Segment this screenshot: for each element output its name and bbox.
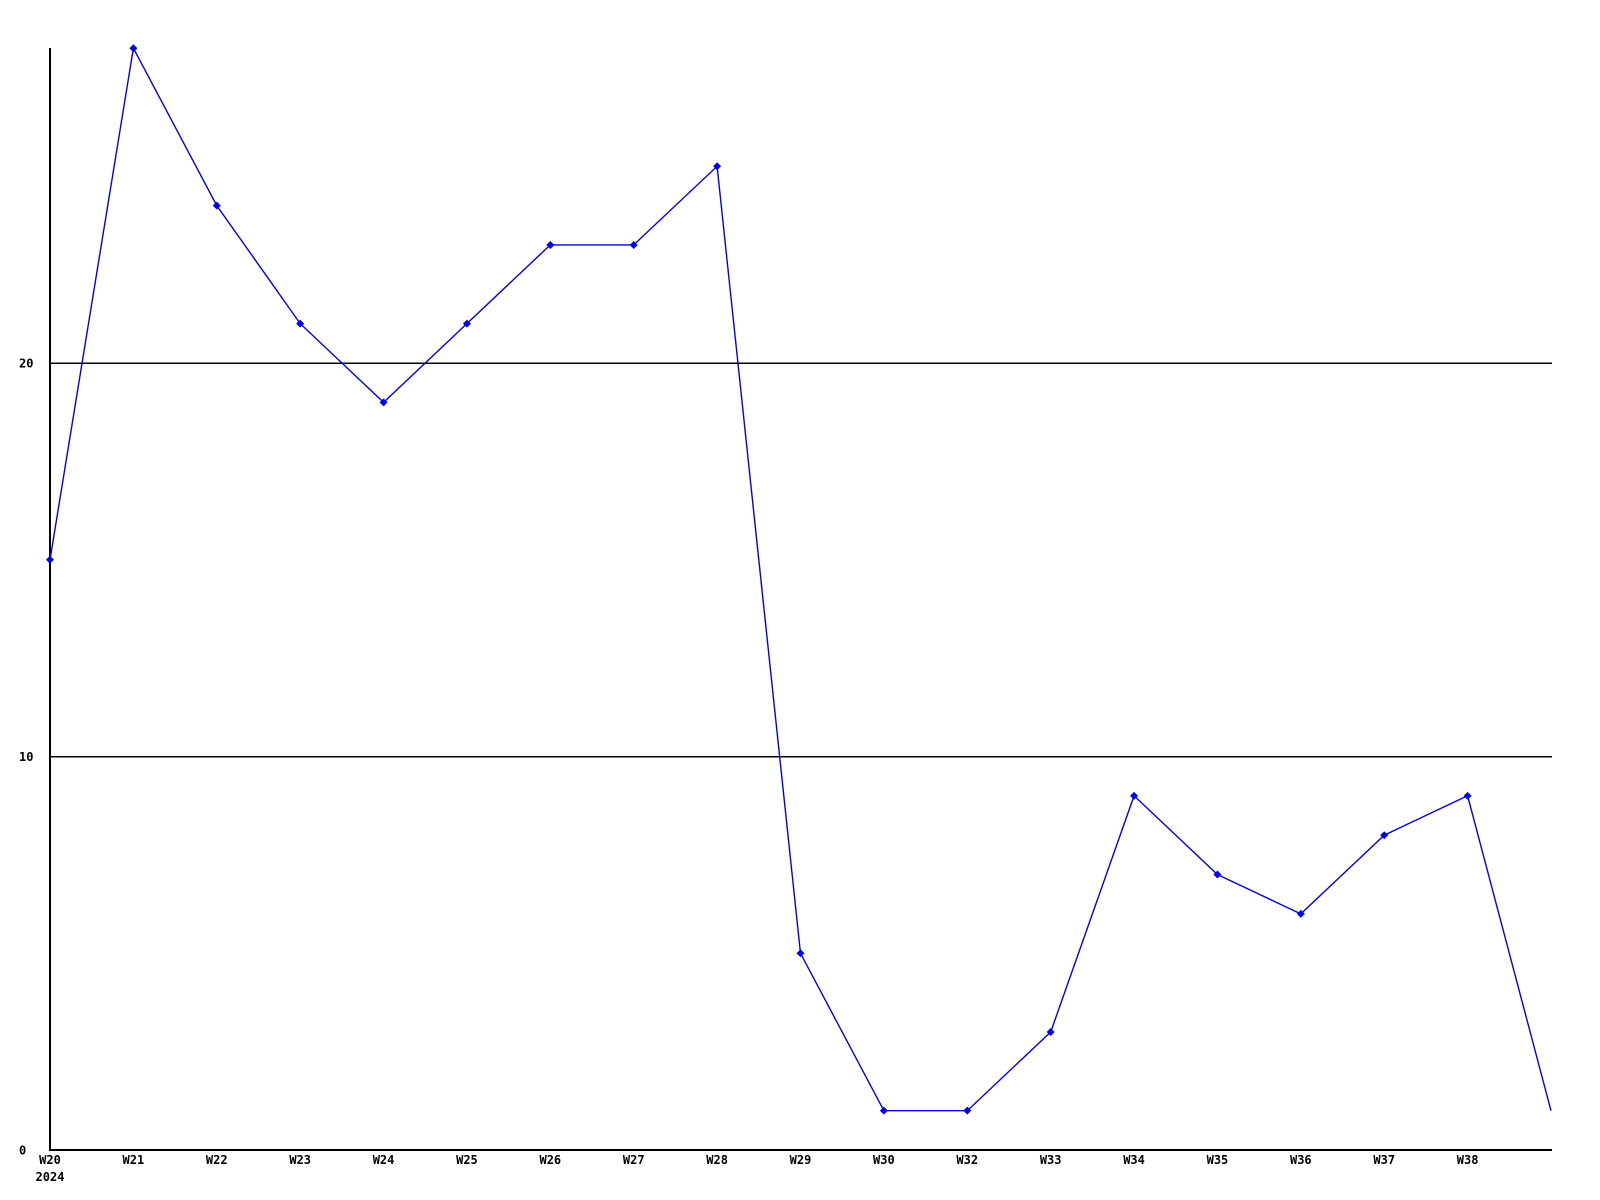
data-point-marker-W29 [796,949,805,958]
y-tick-label-20: 20 [19,357,33,371]
x-tick-label-W21: W21 [123,1153,145,1167]
x-tick-label-W27: W27 [623,1153,645,1167]
data-point-marker-W33 [1046,1027,1055,1036]
x-tick-label-W20: W20 [39,1153,61,1167]
x-tick-label-W25: W25 [456,1153,478,1167]
data-point-marker-W36 [1296,909,1305,918]
data-point-marker-W25 [462,319,471,328]
x-tick-label-W35: W35 [1207,1153,1229,1167]
x-tick-label-W24: W24 [373,1153,395,1167]
x-tick-label-W37: W37 [1373,1153,1395,1167]
data-point-marker-W22 [212,201,221,210]
data-point-marker-W28 [713,162,722,171]
data-point-marker-W26 [546,240,555,249]
data-point-marker-W37 [1380,831,1389,840]
x-tick-label-W36: W36 [1290,1153,1312,1167]
x-tick-label-W38: W38 [1457,1153,1479,1167]
data-point-marker-W23 [296,319,305,328]
data-point-marker-W20 [46,555,54,564]
data-point-marker-W24 [379,398,388,407]
x-tick-label-W26: W26 [539,1153,561,1167]
x-tick-label-W23: W23 [289,1153,311,1167]
data-point-marker-W38 [1463,791,1472,800]
data-point-marker-W21 [129,44,138,53]
x-tick-label-W32: W32 [956,1153,978,1167]
x-tick-label-W33: W33 [1040,1153,1062,1167]
x-tick-label-W22: W22 [206,1153,228,1167]
data-point-marker-W35 [1213,870,1222,879]
y-tick-label-10: 10 [19,750,33,764]
x-axis-year-label: 2024 [36,1170,65,1184]
x-tick-label-W29: W29 [790,1153,812,1167]
data-point-marker-W27 [629,240,638,249]
data-point-marker-W30 [879,1106,888,1115]
x-tick-label-W34: W34 [1123,1153,1145,1167]
data-point-marker-W32 [963,1106,972,1115]
x-tick-label-W30: W30 [873,1153,895,1167]
x-tick-label-W28: W28 [706,1153,728,1167]
data-point-marker-W34 [1130,791,1139,800]
y-tick-label-0: 0 [19,1144,26,1158]
